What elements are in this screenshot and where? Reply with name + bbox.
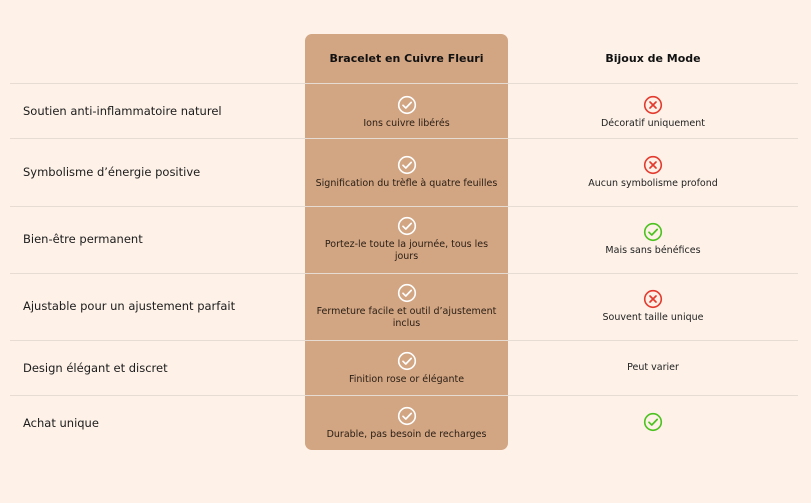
competitor-cell: Souvent taille unique (518, 289, 788, 324)
check-circle-icon (397, 95, 416, 114)
competitor-cell: Peut varier (518, 362, 788, 374)
row-divider (10, 340, 798, 341)
feature-label: Soutien anti-inflammatoire naturel (23, 104, 222, 118)
product-cell-text: Fermeture facile et outil d’ajustement i… (316, 305, 497, 329)
feature-label: Ajustable pour un ajustement parfait (23, 299, 236, 313)
row-divider (10, 395, 798, 396)
check-circle-icon (397, 406, 416, 425)
column-header-competitor: Bijoux de Mode (605, 52, 701, 65)
product-cell: Durable, pas besoin de recharges (315, 406, 498, 441)
check-circle-icon (397, 283, 416, 302)
feature-label: Achat unique (23, 416, 99, 430)
highlight-column (305, 34, 508, 450)
column-header-product: Bracelet en Cuivre Fleuri (329, 52, 484, 65)
cross-circle-icon (643, 155, 663, 174)
cross-circle-icon (643, 95, 663, 114)
check-circle-icon (397, 351, 416, 370)
product-cell-text: Durable, pas besoin de recharges (326, 428, 487, 440)
product-cell: Portez-le toute la journée, tous les jou… (315, 216, 498, 263)
competitor-cell-text: Mais sans bénéfices (605, 244, 701, 256)
check-circle-icon (397, 155, 416, 174)
product-cell: Ions cuivre libérés (315, 95, 498, 130)
feature-label: Bien-être permanent (23, 232, 143, 246)
competitor-cell-text: Peut varier (627, 362, 679, 373)
product-cell-text: Finition rose or élégante (348, 373, 465, 385)
competitor-cell-text: Décoratif uniquement (600, 117, 706, 129)
product-cell-text: Portez-le toute la journée, tous les jou… (324, 238, 489, 262)
check-circle-icon (397, 216, 416, 235)
row-divider (10, 83, 798, 84)
competitor-cell (518, 412, 788, 435)
feature-label: Symbolisme d’énergie positive (23, 165, 201, 179)
competitor-cell-text: Souvent taille unique (602, 311, 704, 323)
product-cell: Finition rose or élégante (315, 351, 498, 386)
competitor-cell-text: Aucun symbolisme profond (588, 177, 718, 189)
competitor-cell: Mais sans bénéfices (518, 222, 788, 257)
product-cell: Signification du trèfle à quatre feuille… (315, 155, 498, 190)
product-cell-text: Ions cuivre libérés (363, 117, 450, 129)
competitor-cell: Aucun symbolisme profond (518, 155, 788, 190)
check-circle-icon (643, 412, 663, 431)
product-cell: Fermeture facile et outil d’ajustement i… (315, 283, 498, 330)
competitor-cell: Décoratif uniquement (518, 95, 788, 130)
feature-label: Design élégant et discret (23, 361, 168, 375)
row-divider (10, 273, 798, 274)
check-circle-icon (643, 222, 663, 241)
cross-circle-icon (643, 289, 663, 308)
product-cell-text: Signification du trèfle à quatre feuille… (315, 177, 498, 189)
row-divider (10, 138, 798, 139)
row-divider (10, 206, 798, 207)
